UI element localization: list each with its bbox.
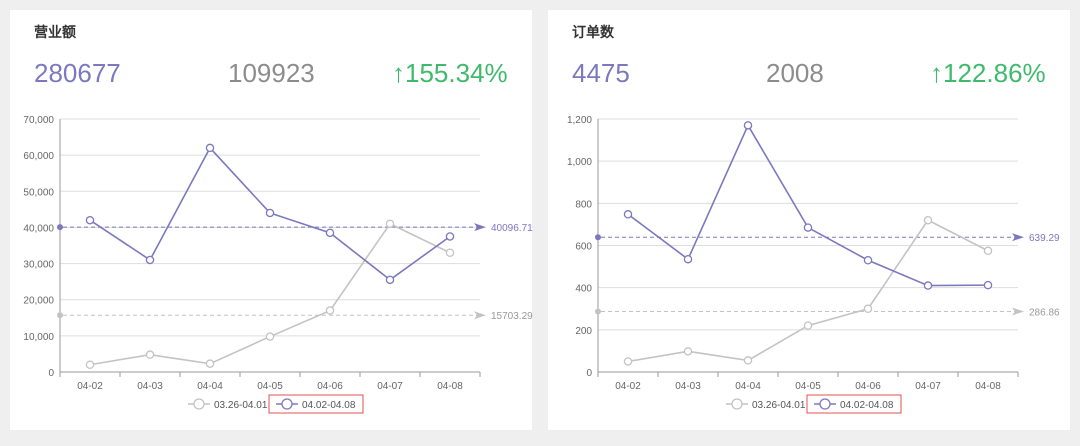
legend-label: 03.26-04.01 [214, 400, 268, 411]
data-point[interactable] [623, 357, 633, 366]
data-point[interactable] [983, 280, 993, 290]
previous-value: 109923 [228, 58, 315, 88]
y-tick-label: 50,000 [23, 187, 54, 198]
x-tick-label: 04-04 [197, 381, 223, 392]
legend-item[interactable]: 04.02-04.08 [268, 394, 364, 414]
y-tick-label: 30,000 [23, 260, 54, 271]
y-tick-label: 1,200 [567, 115, 592, 126]
legend-item[interactable]: 03.26-04.01 [188, 398, 268, 411]
data-point[interactable] [803, 321, 813, 330]
y-tick-label: 70,000 [23, 115, 54, 126]
x-tick-label: 04-07 [377, 381, 403, 392]
legend-item[interactable]: 04.02-04.08 [806, 394, 902, 414]
data-point[interactable] [85, 360, 95, 370]
y-tick-label: 20,000 [23, 296, 54, 307]
x-tick-label: 04-03 [675, 381, 701, 392]
legend-selection-box [806, 394, 902, 414]
data-point[interactable] [683, 254, 693, 264]
x-tick-label: 04-02 [615, 381, 641, 392]
data-point[interactable] [145, 255, 155, 265]
card-title: 订单数 [572, 24, 614, 40]
average-label: 40096.71 [491, 223, 533, 234]
data-point[interactable] [623, 210, 633, 219]
legend-label: 04.02-04.08 [840, 400, 894, 411]
series-line [89, 222, 451, 366]
x-tick-label: 04-05 [795, 381, 821, 392]
y-tick-label: 0 [586, 368, 592, 379]
card-title: 营业额 [34, 24, 76, 40]
average-start-dot [595, 308, 601, 315]
data-point[interactable] [205, 143, 215, 153]
data-point[interactable] [983, 246, 993, 256]
data-point[interactable] [325, 306, 335, 315]
y-tick-label: 60,000 [23, 151, 54, 162]
average-start-dot [595, 234, 601, 241]
average-start-dot [57, 224, 63, 231]
x-tick-label: 04-07 [915, 381, 941, 392]
data-point[interactable] [265, 332, 275, 341]
legend-circle-icon [281, 398, 293, 410]
x-tick-label: 04-03 [137, 381, 163, 392]
average-arrow-icon [474, 311, 486, 320]
revenue-line-chart: 0 10,000 20,000 30,000 40,000 50,000 60,000 70,… [23, 115, 533, 414]
x-tick-label: 04-08 [437, 381, 463, 392]
y-tick-label: 400 [575, 284, 592, 295]
data-point[interactable] [325, 228, 335, 238]
orders-card: 订单数 4475 2008 ↑122.86% 0 200 400 600 800 1,00… [548, 10, 1070, 430]
series-line [627, 219, 989, 363]
x-tick-label: 04-05 [257, 381, 283, 392]
legend-circle-icon [731, 398, 743, 410]
x-tick-label: 04-06 [855, 381, 881, 392]
data-point[interactable] [803, 223, 813, 232]
growth-percent: ↑122.86% [930, 58, 1046, 88]
legend-circle-icon [193, 398, 205, 410]
orders-line-chart: 0 200 400 600 800 1,000 1,200 04-02 04-03 04-04 04… [567, 115, 1060, 414]
data-point[interactable] [385, 275, 395, 285]
y-tick-label: 600 [575, 242, 592, 253]
average-arrow-icon [474, 223, 486, 232]
y-tick-label: 200 [575, 326, 592, 337]
data-point[interactable] [743, 121, 753, 130]
data-point[interactable] [265, 208, 275, 218]
y-tick-label: 0 [48, 368, 54, 379]
legend-circle-icon [819, 398, 831, 410]
y-tick-label: 10,000 [23, 332, 54, 343]
previous-value: 2008 [766, 58, 824, 88]
average-arrow-icon [1012, 307, 1024, 316]
y-tick-label: 1,000 [567, 157, 592, 168]
data-point[interactable] [445, 248, 455, 257]
data-point[interactable] [445, 232, 455, 241]
average-label: 286.86 [1029, 308, 1060, 319]
data-point[interactable] [205, 359, 215, 368]
x-tick-label: 04-02 [77, 381, 103, 392]
data-point[interactable] [923, 281, 933, 290]
average-label: 639.29 [1029, 233, 1060, 244]
data-point[interactable] [385, 219, 395, 229]
legend-item[interactable]: 03.26-04.01 [726, 398, 806, 411]
data-point[interactable] [683, 347, 693, 356]
average-label: 15703.29 [491, 311, 533, 322]
revenue-card: 营业额 280677 109923 ↑155.34% 0 10,000 20,000… [10, 10, 533, 430]
y-tick-label: 40,000 [23, 223, 54, 234]
current-value: 280677 [34, 58, 121, 88]
data-point[interactable] [923, 215, 933, 225]
data-point[interactable] [85, 215, 95, 225]
series-line [627, 123, 989, 287]
y-tick-label: 800 [575, 199, 592, 210]
average-start-dot [57, 312, 63, 319]
x-tick-label: 04-06 [317, 381, 343, 392]
data-point[interactable] [863, 304, 873, 313]
data-point[interactable] [145, 350, 155, 359]
current-value: 4475 [572, 58, 630, 88]
legend-label: 03.26-04.01 [752, 400, 806, 411]
average-arrow-icon [1012, 233, 1024, 242]
data-point[interactable] [863, 256, 873, 265]
legend-selection-box [268, 394, 364, 414]
data-point[interactable] [743, 356, 753, 365]
growth-percent: ↑155.34% [392, 58, 508, 88]
x-tick-label: 04-04 [735, 381, 761, 392]
x-tick-label: 04-08 [975, 381, 1001, 392]
legend-label: 04.02-04.08 [302, 400, 356, 411]
